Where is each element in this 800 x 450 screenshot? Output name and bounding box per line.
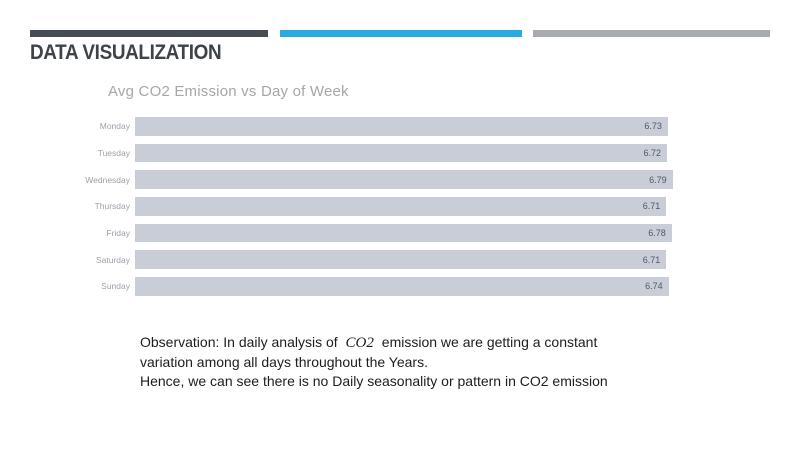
category-label: Wednesday: [85, 174, 130, 185]
category-label: Sunday: [101, 281, 130, 292]
chart-row: Tuesday 6.72: [30, 143, 680, 163]
observation-line-1-suffix: emission we are getting a constant: [377, 334, 598, 350]
bar: 6.74: [135, 277, 669, 296]
value-label: 6.78: [648, 228, 666, 238]
observation-line-1: Observation: In daily analysis of CO2 em…: [140, 333, 680, 353]
chart-row: Saturday 6.71: [30, 250, 680, 269]
bar-track: 6.74: [135, 277, 675, 296]
chart-row: Friday 6.78: [30, 223, 680, 243]
accent-bar-blue: [280, 30, 522, 37]
bar-track: 6.71: [135, 250, 675, 269]
category-label: Friday: [106, 228, 130, 238]
bar: 6.73: [135, 117, 668, 136]
bar-track: 6.71: [135, 197, 675, 216]
value-label: 6.79: [649, 174, 667, 185]
accent-bar-dark: [30, 30, 268, 37]
observation-co2-math: CO2: [345, 335, 374, 351]
bar: 6.71: [135, 197, 667, 216]
category-label: Saturday: [95, 254, 130, 265]
chart-title: Avg CO2 Emission vs Day of Week: [108, 83, 349, 100]
chart-row: Monday 6.73: [30, 117, 680, 136]
chart-row: Wednesday 6.79: [30, 170, 680, 189]
chart-row: Sunday 6.74: [30, 277, 680, 296]
category-label: Thursday: [94, 201, 130, 212]
bar: 6.71: [135, 250, 667, 269]
category-label: Tuesday: [97, 147, 130, 158]
observation-line-3: Hence, we can see there is no Daily seas…: [140, 373, 608, 389]
category-label: Monday: [99, 121, 130, 132]
bar: 6.79: [135, 170, 673, 189]
bar-track: 6.78: [135, 223, 675, 243]
bar-track: 6.73: [135, 117, 675, 136]
chart-rows: Monday 6.73 Tuesday 6.72 Wednesday 6.79 Thursd…: [30, 117, 680, 296]
bar-track: 6.79: [135, 170, 675, 189]
bar: 6.72: [135, 143, 668, 163]
bar: 6.78: [135, 223, 672, 243]
chart-row: Thursday 6.71: [30, 197, 680, 216]
value-label: 6.71: [642, 254, 661, 265]
observation-text: Observation: In daily analysis of CO2 em…: [140, 333, 680, 391]
value-label: 6.74: [645, 281, 663, 292]
observation-line-1-prefix: Observation: In daily analysis of: [140, 334, 342, 350]
value-label: 6.72: [643, 147, 662, 158]
value-label: 6.71: [642, 201, 661, 212]
accent-bar-gray: [533, 30, 770, 37]
observation-line-2: variation among all days throughout the …: [140, 354, 428, 370]
bar-track: 6.72: [135, 143, 675, 163]
value-label: 6.73: [644, 121, 662, 132]
slide-title: DATA VISUALIZATION: [30, 41, 222, 64]
